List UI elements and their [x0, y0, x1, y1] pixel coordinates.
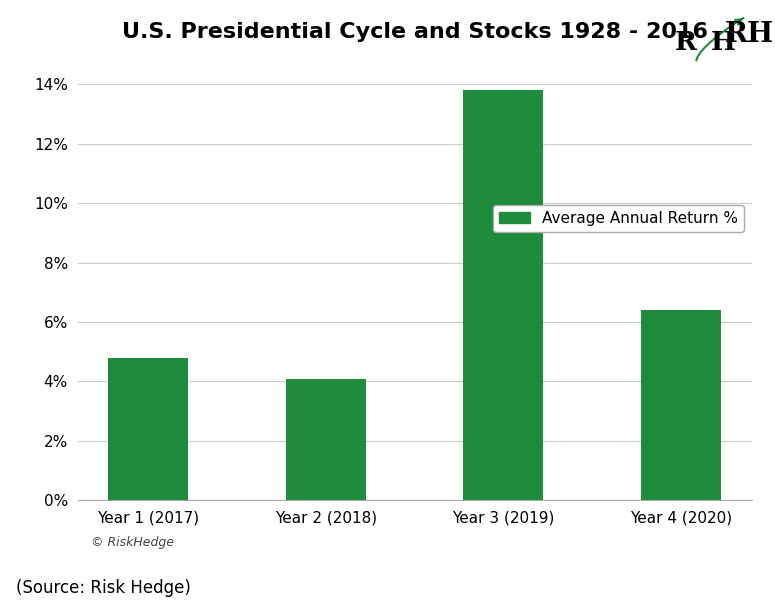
Bar [463, 90, 543, 500]
Text: H: H [711, 30, 735, 55]
Text: RH: RH [725, 21, 773, 48]
Text: (Source: Risk Hedge): (Source: Risk Hedge) [16, 579, 191, 597]
Bar [641, 310, 721, 500]
Text: R: R [675, 30, 697, 55]
Text: © RiskHedge: © RiskHedge [91, 536, 174, 549]
Title: U.S. Presidential Cycle and Stocks 1928 - 2016: U.S. Presidential Cycle and Stocks 1928 … [122, 22, 708, 42]
Bar [286, 379, 366, 500]
Bar [109, 358, 188, 500]
Legend: Average Annual Return %: Average Annual Return % [493, 204, 744, 232]
